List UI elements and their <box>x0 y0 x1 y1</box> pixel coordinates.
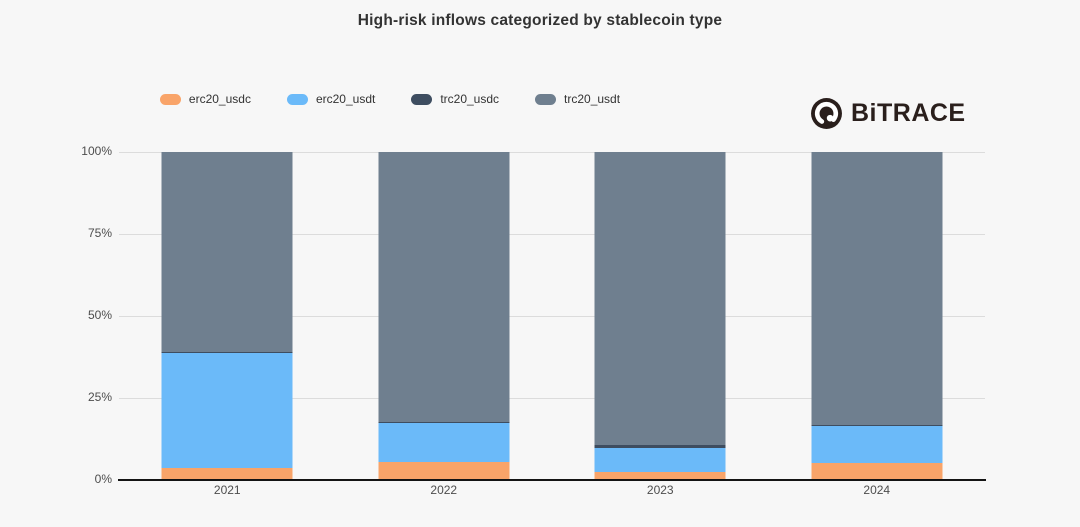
bar-segment-erc20_usdt-2021[interactable] <box>161 352 293 468</box>
stacked-bar-2023 <box>594 152 726 480</box>
bar-segment-trc20_usdc-2021[interactable] <box>161 351 293 353</box>
bitrace-logo-icon <box>811 97 842 129</box>
stacked-bar-2024 <box>811 152 943 480</box>
bitrace-logo: BiTRACE <box>810 94 966 132</box>
legend-label: erc20_usdt <box>315 92 376 106</box>
x-axis-label: 2022 <box>430 483 458 497</box>
x-axis-label: 2023 <box>646 483 674 497</box>
gridline-50 <box>119 315 985 317</box>
bar-segment-erc20_usdc-2022[interactable] <box>378 461 510 480</box>
bar-segment-trc20_usdt-2021[interactable] <box>161 152 293 352</box>
legend-label: trc20_usdt <box>564 92 621 106</box>
x-axis-label: 2021 <box>213 483 241 497</box>
legend-label: trc20_usdc <box>440 92 500 106</box>
bar-segment-trc20_usdc-2024[interactable] <box>811 424 943 426</box>
bar-segment-trc20_usdt-2024[interactable] <box>811 152 943 425</box>
category-cell-2023 <box>552 152 769 480</box>
legend-item-trc20_usdc[interactable]: trc20_usdc <box>411 92 499 106</box>
legend-swatch-erc20_usdt <box>286 93 308 105</box>
legend-item-erc20_usdt[interactable]: erc20_usdt <box>286 92 376 106</box>
bar-segment-trc20_usdc-2022[interactable] <box>378 421 510 423</box>
legend-item-erc20_usdc[interactable]: erc20_usdc <box>159 92 251 106</box>
y-axis-label: 50% <box>87 308 112 322</box>
plot-area: 0% 25% 50% 75% 100% 2021 2022 2023 2024 <box>81 144 986 497</box>
bar-segment-erc20_usdc-2024[interactable] <box>811 462 943 480</box>
bar-segment-trc20_usdt-2022[interactable] <box>378 152 510 422</box>
category-cell-2021 <box>119 152 336 480</box>
bar-segment-erc20_usdc-2021[interactable] <box>161 467 293 480</box>
bar-segment-erc20_usdt-2024[interactable] <box>811 425 943 463</box>
y-axis-label: 75% <box>87 226 112 240</box>
gridline-75 <box>119 233 985 235</box>
gridline-100 <box>119 151 985 153</box>
legend-swatch-trc20_usdc <box>411 93 433 105</box>
legend-swatch-erc20_usdc <box>159 93 181 105</box>
y-axis-label: 0% <box>94 472 112 486</box>
x-axis-label: 2024 <box>863 483 891 497</box>
bitrace-logo-text: BiTRACE <box>851 98 966 127</box>
y-axis-label: 25% <box>87 390 112 404</box>
gridline-25 <box>119 397 985 399</box>
legend-item-trc20_usdt[interactable]: trc20_usdt <box>535 92 620 106</box>
bar-segment-erc20_usdt-2022[interactable] <box>378 422 510 462</box>
chart-title: High-risk inflows categorized by stablec… <box>357 12 723 29</box>
bar-segment-erc20_usdt-2023[interactable] <box>594 447 726 472</box>
y-axis-label: 100% <box>81 144 112 158</box>
bar-segment-erc20_usdc-2023[interactable] <box>594 471 726 480</box>
x-axis-line <box>118 479 986 481</box>
bar-segment-trc20_usdt-2023[interactable] <box>594 152 726 445</box>
bar-segment-trc20_usdc-2023[interactable] <box>594 444 726 448</box>
legend-swatch-trc20_usdt <box>535 93 557 105</box>
stacked-bar-2022 <box>378 152 510 480</box>
category-cell-2022 <box>336 152 553 480</box>
legend: erc20_usdc erc20_usdt trc20_usdc trc20_usdt <box>0 92 780 106</box>
stacked-bar-2021 <box>161 152 293 480</box>
legend-label: erc20_usdc <box>188 92 251 106</box>
category-cell-2024 <box>769 152 986 480</box>
